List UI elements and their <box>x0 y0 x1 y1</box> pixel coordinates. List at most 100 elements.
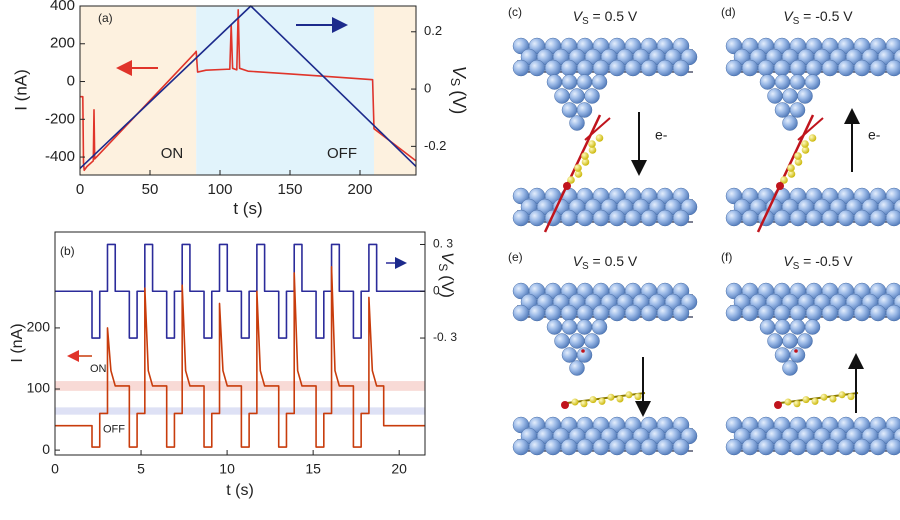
atom <box>591 319 608 335</box>
atom <box>624 304 642 322</box>
panel-label: (b) <box>60 244 75 258</box>
x-tick-label: 10 <box>219 461 235 477</box>
y-tick-label: -400 <box>45 148 75 165</box>
label-subscript: S <box>582 261 589 272</box>
y-tick-label: -200 <box>45 110 75 127</box>
atom <box>805 304 823 322</box>
atom <box>560 304 578 322</box>
molecule-atom <box>561 401 569 409</box>
molecule-atom <box>588 140 596 148</box>
molecule-atom <box>801 146 810 154</box>
atom <box>789 304 807 322</box>
atom <box>837 438 855 456</box>
label-rest: = -0.5 V <box>799 8 853 24</box>
atom <box>797 333 813 349</box>
axis-label: VS (V) <box>448 66 470 114</box>
plot-frame <box>54 231 426 456</box>
atom <box>853 59 871 77</box>
atom <box>853 438 871 456</box>
atom <box>576 59 594 77</box>
molecule-atom <box>784 398 792 406</box>
atom <box>608 59 626 77</box>
atom <box>789 59 807 77</box>
axis-label: VS = -0.5 V <box>783 253 853 272</box>
annotation: ON <box>161 145 184 162</box>
molecule-bond <box>779 392 859 404</box>
atom <box>576 304 594 322</box>
molecule-atom <box>563 182 571 190</box>
label-symbol: V <box>573 253 584 269</box>
atom <box>656 304 674 322</box>
atom <box>782 88 798 104</box>
y-axis-label: I (nA) <box>9 323 26 362</box>
molecule-atom <box>794 152 802 160</box>
atom <box>789 438 807 456</box>
molecule-atom <box>802 396 810 404</box>
x-tick-label: 15 <box>305 461 321 477</box>
atom <box>528 209 546 227</box>
atom <box>869 209 887 227</box>
atom <box>592 438 610 456</box>
structure-panels: (c) VS = 0.5 Ve-(d) VS = -0.5 Ve-(e) VS = 0… <box>508 5 900 456</box>
atom <box>805 59 823 77</box>
atom <box>789 347 806 363</box>
label-subscript: S <box>582 16 589 27</box>
molecule-atom <box>581 349 585 353</box>
atom <box>804 319 821 335</box>
atom <box>759 74 776 90</box>
atom <box>640 438 658 456</box>
atom <box>797 88 813 104</box>
molecule-atom <box>793 400 801 408</box>
molecule-atom <box>625 391 633 399</box>
x-axis-label-text: t (s) <box>226 482 254 499</box>
atom <box>821 438 839 456</box>
band-label: ON <box>90 363 107 375</box>
atom <box>837 304 855 322</box>
atom <box>554 88 570 104</box>
label-rest: (V) <box>449 90 469 114</box>
atom <box>741 59 759 77</box>
molecule-atom <box>581 158 590 166</box>
x-tick-label: 100 <box>207 181 232 198</box>
atom <box>544 304 562 322</box>
shaded-region <box>80 6 197 175</box>
atom <box>560 438 578 456</box>
molecule-atom <box>808 134 817 142</box>
x-tick-label: 20 <box>391 461 407 477</box>
atom <box>885 59 900 77</box>
atom <box>592 209 610 227</box>
atom <box>576 319 593 335</box>
atom <box>782 115 798 131</box>
atom <box>837 59 855 77</box>
atom <box>885 209 900 227</box>
molecule-atom <box>580 400 588 408</box>
y-tick-label: 0 <box>67 72 75 89</box>
axis-label: VS = -0.5 V <box>783 8 853 27</box>
y2-tick-label: 0 <box>433 283 440 297</box>
structure-panel: (c) VS = 0.5 V e- <box>508 5 698 233</box>
current-vector <box>584 117 611 141</box>
molecule-atom <box>607 393 615 401</box>
y2-tick-label: 0 <box>424 81 431 96</box>
atom <box>656 59 674 77</box>
atom <box>821 304 839 322</box>
molecule-atom <box>634 393 642 401</box>
atom <box>837 209 855 227</box>
molecule-atom <box>574 170 583 178</box>
atom <box>767 333 783 349</box>
atom <box>569 360 585 376</box>
atom <box>592 59 610 77</box>
x-tick-label: 150 <box>277 181 302 198</box>
data-line <box>55 243 425 339</box>
molecule-atom <box>811 397 819 405</box>
molecule-atom <box>794 158 803 166</box>
y-tick-label: 200 <box>50 35 75 52</box>
arrows <box>67 17 407 362</box>
atom <box>672 209 690 227</box>
atom <box>757 438 775 456</box>
atom <box>767 88 783 104</box>
label-symbol: V <box>783 8 794 24</box>
molecule-atom <box>847 393 855 401</box>
atom <box>741 209 759 227</box>
atom <box>805 438 823 456</box>
